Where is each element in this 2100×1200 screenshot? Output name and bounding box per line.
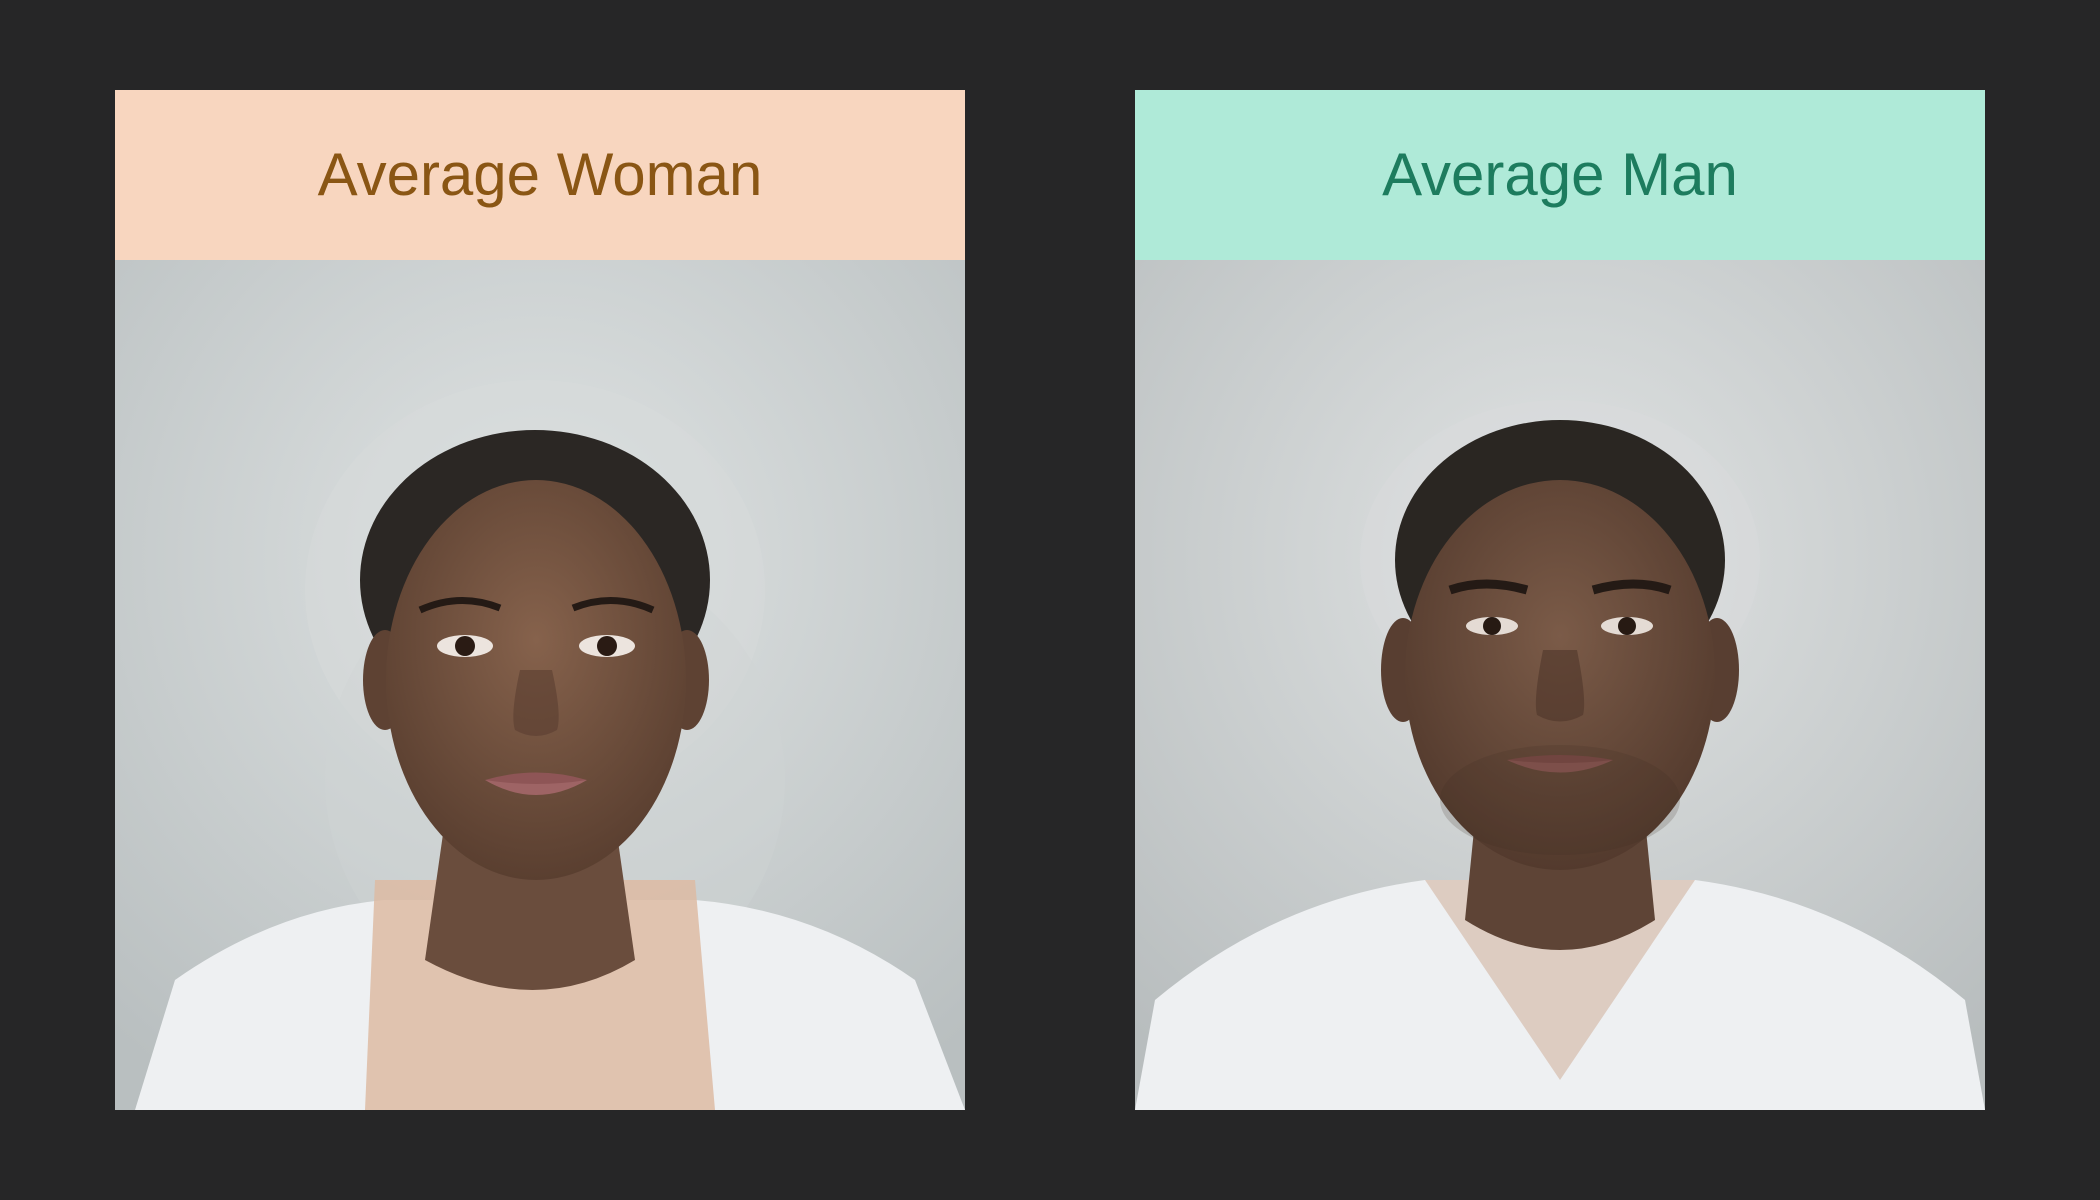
average-woman-photo xyxy=(115,260,965,1110)
man-panel: Average Man xyxy=(1135,90,1985,1110)
man-header: Average Man xyxy=(1135,90,1985,260)
man-title: Average Man xyxy=(1382,141,1738,208)
man-face-icon xyxy=(1135,260,1985,1110)
woman-title: Average Woman xyxy=(317,141,763,208)
woman-panel: Average Woman xyxy=(115,90,965,1110)
average-man-photo xyxy=(1135,260,1985,1110)
woman-face-icon xyxy=(115,260,965,1110)
woman-header: Average Woman xyxy=(115,90,965,260)
